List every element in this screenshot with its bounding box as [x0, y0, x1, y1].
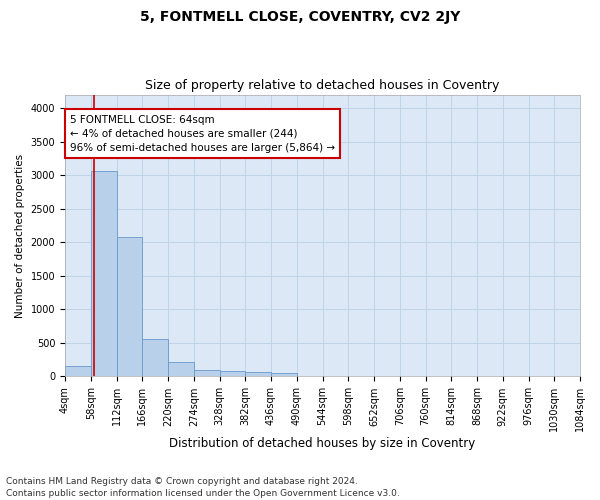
Bar	[245, 372, 271, 376]
Text: 5 FONTMELL CLOSE: 64sqm
← 4% of detached houses are smaller (244)
96% of semi-de: 5 FONTMELL CLOSE: 64sqm ← 4% of detached…	[70, 114, 335, 152]
Bar	[194, 370, 220, 376]
Bar	[65, 366, 91, 376]
Y-axis label: Number of detached properties: Number of detached properties	[15, 154, 25, 318]
Bar	[220, 372, 245, 376]
Text: 5, FONTMELL CLOSE, COVENTRY, CV2 2JY: 5, FONTMELL CLOSE, COVENTRY, CV2 2JY	[140, 10, 460, 24]
Text: Contains HM Land Registry data © Crown copyright and database right 2024.
Contai: Contains HM Land Registry data © Crown c…	[6, 476, 400, 498]
Bar	[116, 237, 142, 376]
Bar	[142, 339, 168, 376]
X-axis label: Distribution of detached houses by size in Coventry: Distribution of detached houses by size …	[169, 437, 476, 450]
Title: Size of property relative to detached houses in Coventry: Size of property relative to detached ho…	[145, 79, 500, 92]
Bar	[91, 171, 116, 376]
Bar	[271, 373, 297, 376]
Bar	[168, 362, 194, 376]
